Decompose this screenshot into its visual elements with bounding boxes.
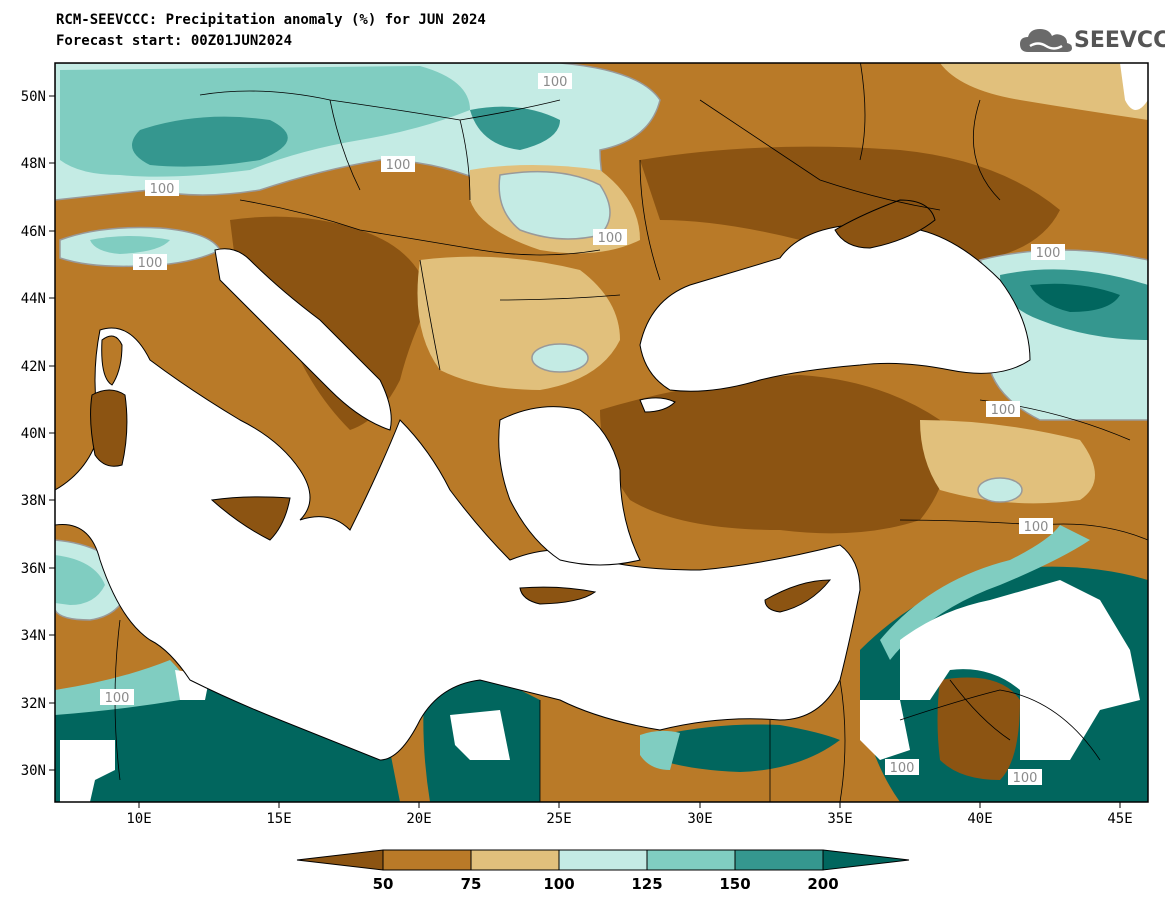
contour-label: 100 — [890, 761, 915, 776]
contour-label: 100 — [543, 75, 568, 90]
lon-label: 35E — [827, 811, 852, 827]
wet-zone-egypt-edge — [640, 730, 680, 770]
forecast-start: Forecast start: 00Z01JUN2024 — [56, 33, 293, 49]
colorbar-segment — [382, 849, 472, 871]
lat-label: 44N — [21, 291, 46, 307]
colorbar-label: 100 — [543, 875, 574, 893]
seevccc-logo: SEEVCCC — [1018, 22, 1165, 58]
lat-label: 38N — [21, 493, 46, 509]
logo-text: SEEVCCC — [1074, 28, 1165, 53]
colorbar-segment — [470, 849, 560, 871]
dry-zone-balkans — [230, 216, 430, 430]
black-sea — [639, 218, 1031, 392]
lon-label: 25E — [546, 811, 571, 827]
contour-label: 100 — [386, 158, 411, 173]
colorbar-segment — [822, 849, 910, 871]
lat-label: 32N — [21, 696, 46, 712]
contour-label: 100 — [138, 256, 163, 271]
contour-label: 100 — [105, 691, 130, 706]
island-sicily — [210, 496, 291, 541]
wet-zone-levant-edge — [880, 525, 1090, 660]
lon-label: 15E — [266, 811, 291, 827]
lon-label: 30E — [687, 811, 712, 827]
lat-label: 36N — [21, 561, 46, 577]
lat-label: 48N — [21, 156, 46, 172]
lat-label: 34N — [21, 628, 46, 644]
masked-zone-arabia — [900, 580, 1140, 760]
contour-label: 100 — [150, 182, 175, 197]
adriatic-sea — [214, 248, 392, 431]
dry-zone-arabia — [937, 677, 1020, 780]
lat-label: 40N — [21, 426, 46, 442]
contour-labels: 100 100 100 100 100 100 100 100 100 100 … — [100, 73, 1065, 786]
contour-label: 100 — [598, 231, 623, 246]
colorbar-segment — [558, 849, 648, 871]
wet-core-tunisia — [55, 555, 105, 605]
mediterranean-sea — [55, 327, 861, 761]
colorbar-label: 125 — [631, 875, 662, 893]
lon-label: 45E — [1107, 811, 1132, 827]
masked-zone-sinai — [860, 700, 910, 760]
lat-label: 50N — [21, 89, 46, 105]
map-field — [55, 63, 1148, 802]
lat-label: 42N — [21, 359, 46, 375]
wet-zone-egypt-coast — [660, 724, 840, 772]
dry-zone-anatolia — [600, 375, 947, 534]
colorbar-label: 200 — [807, 875, 838, 893]
aegean-sea — [498, 406, 641, 566]
colorbar-label: 75 — [461, 875, 482, 893]
lat-label: 46N — [21, 224, 46, 240]
lat-label: 30N — [21, 763, 46, 779]
masked-zone-libya-1 — [60, 740, 115, 802]
chart-title: RCM-SEEVCCC: Precipitation anomaly (%) f… — [56, 12, 486, 28]
wet-core-caucasus-2 — [1030, 283, 1120, 312]
island-cyprus — [764, 579, 832, 613]
wet-core-3 — [470, 106, 560, 150]
wet-spot-bulgaria — [531, 343, 589, 373]
colorbar-label: 150 — [719, 875, 750, 893]
island-crete — [519, 586, 597, 605]
lon-label: 10E — [126, 811, 151, 827]
normal-zone-east-anatolia — [920, 420, 1095, 504]
wet-spot-anatolia — [977, 477, 1023, 503]
masked-zone-libya-3 — [450, 710, 510, 760]
contour-label: 100 — [991, 403, 1016, 418]
cloud-icon — [1020, 29, 1072, 52]
wet-core-alps — [90, 236, 170, 254]
wet-zone-libya-edge — [55, 660, 188, 715]
wet-core-2 — [132, 116, 288, 167]
contour-label: 100 — [1013, 771, 1038, 786]
contour-label: 100 — [1036, 246, 1061, 261]
lon-label: 40E — [967, 811, 992, 827]
colorbar-segment — [734, 849, 824, 871]
normal-zone-east — [940, 63, 1148, 120]
lon-label: 20E — [406, 811, 431, 827]
island-sardinia — [90, 389, 128, 467]
colorbar-segment — [646, 849, 736, 871]
crimea — [834, 199, 936, 249]
longitude-axis: 10E 15E 20E 25E 30E 35E 40E 45E — [126, 802, 1133, 827]
dry-zone-ukraine — [640, 146, 1060, 260]
colorbar-label: 50 — [373, 875, 394, 893]
latitude-axis: 50N 48N 46N 44N 42N 40N 38N 36N 34N 32N … — [21, 89, 55, 779]
caspian-edge — [1120, 63, 1148, 110]
island-corsica — [101, 335, 123, 386]
contour-label: 100 — [1024, 520, 1049, 535]
sea-of-marmara — [639, 397, 676, 413]
colorbar-segment — [296, 849, 384, 871]
colorbar: 50 75 100 125 150 200 — [296, 849, 910, 893]
